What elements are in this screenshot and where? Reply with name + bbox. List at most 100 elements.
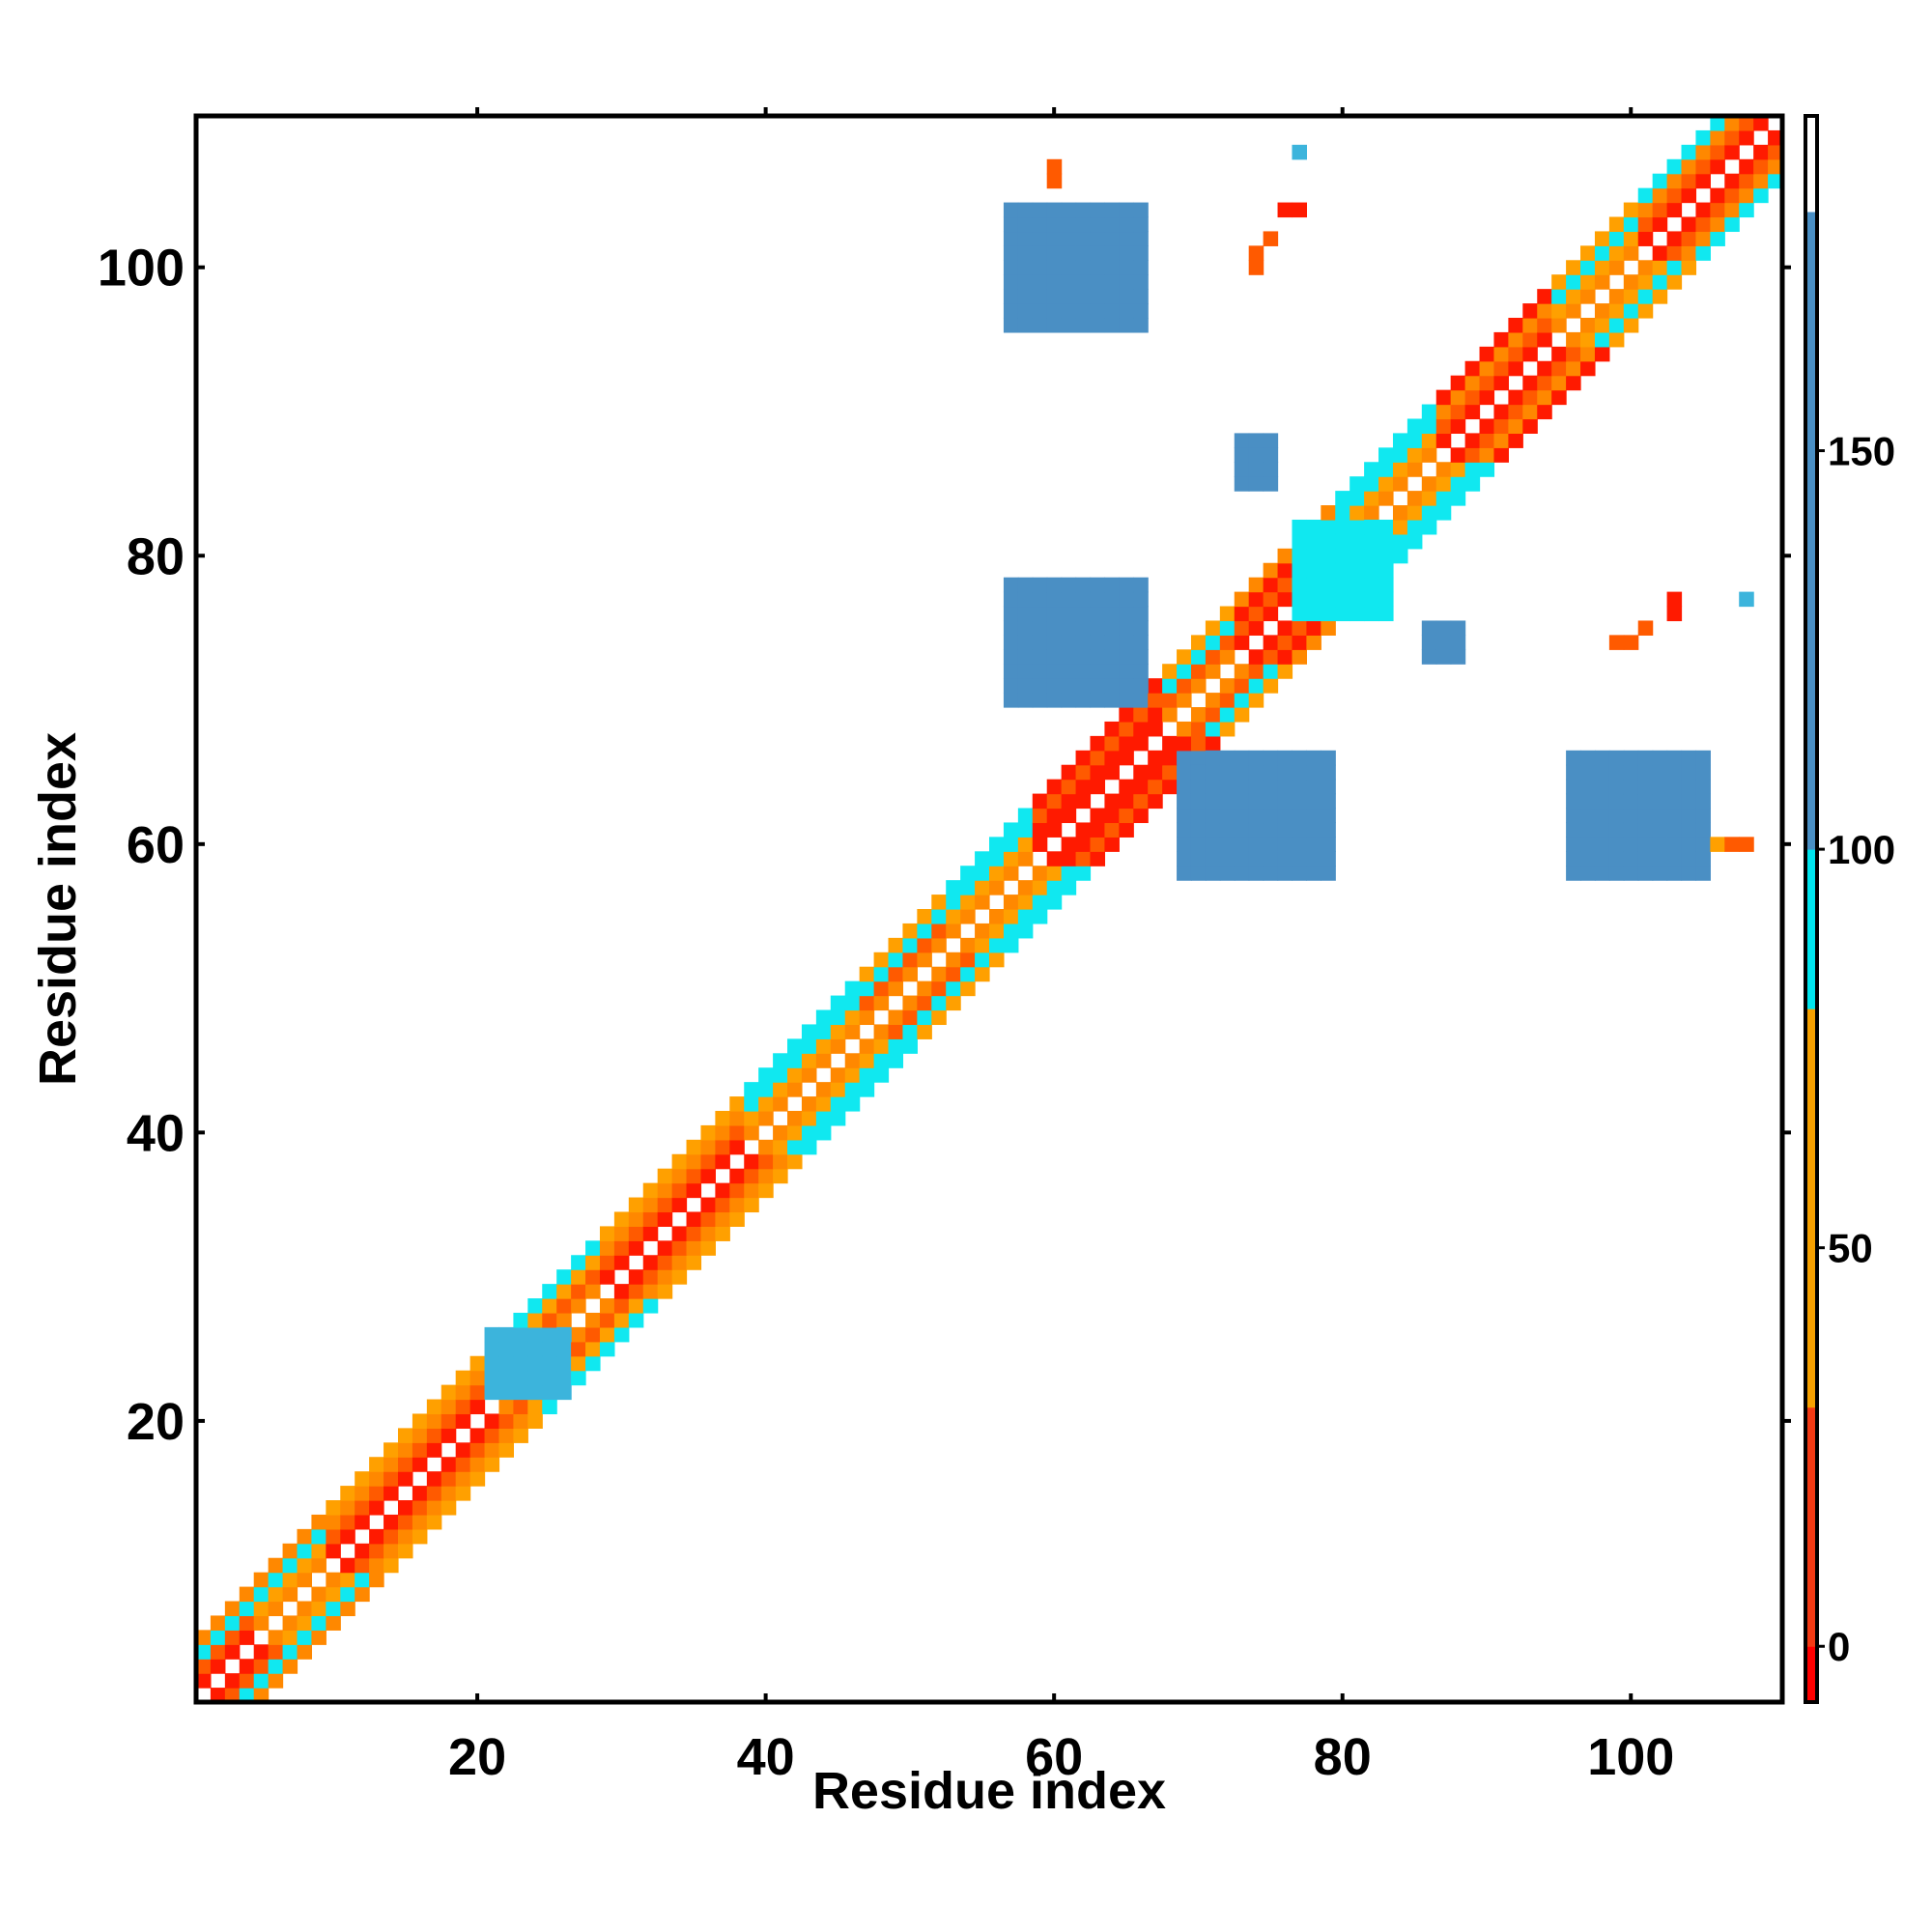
- heatmap-cell: [1350, 533, 1365, 550]
- heatmap-cell: [917, 937, 932, 953]
- colorbar-segment: [1805, 212, 1817, 850]
- heatmap-cell: [815, 1124, 832, 1141]
- heatmap-cell: [1104, 274, 1120, 290]
- heatmap-cell: [1090, 216, 1106, 233]
- heatmap-cell: [1306, 577, 1321, 593]
- heatmap-cell: [340, 1557, 355, 1574]
- heatmap-cell: [224, 1601, 241, 1617]
- heatmap-cell: [1421, 433, 1437, 448]
- heatmap-cell: [1479, 462, 1495, 477]
- heatmap-cell: [1104, 649, 1120, 665]
- heatmap-cell: [1177, 779, 1192, 795]
- heatmap-cell: [1075, 245, 1092, 261]
- heatmap-cell: [253, 1644, 270, 1660]
- y-axis-title: Residue index: [29, 732, 87, 1086]
- heatmap-cell: [844, 1096, 861, 1112]
- heatmap-cell: [355, 1543, 370, 1559]
- heatmap-cell: [960, 909, 976, 924]
- heatmap-cell: [340, 1601, 355, 1617]
- heatmap-cell: [1133, 693, 1149, 708]
- heatmap-cell: [1580, 274, 1596, 290]
- heatmap-cell: [1364, 519, 1379, 535]
- heatmap-cell: [1710, 231, 1725, 246]
- heatmap-cell: [1566, 346, 1581, 362]
- heatmap-cell: [1075, 837, 1092, 852]
- heatmap-cell: [700, 1197, 716, 1213]
- heatmap-cell: [1623, 851, 1639, 867]
- heatmap-cell: [1594, 808, 1610, 824]
- heatmap-cell: [297, 1630, 313, 1645]
- heatmap-cell: [1695, 245, 1711, 261]
- heatmap-cell: [1219, 635, 1236, 650]
- heatmap-cell: [1681, 187, 1697, 204]
- heatmap-cell: [196, 1644, 212, 1660]
- heatmap-cell: [830, 1009, 846, 1026]
- heatmap-cell: [931, 923, 947, 939]
- heatmap-cell: [1277, 779, 1293, 795]
- heatmap-cell: [1017, 202, 1034, 218]
- heatmap-cell: [1205, 808, 1221, 824]
- heatmap-cell: [1162, 779, 1178, 795]
- heatmap-cell: [1666, 750, 1683, 766]
- heatmap-cell: [1306, 837, 1321, 852]
- heatmap-cell: [1637, 866, 1654, 881]
- heatmap-cell: [844, 1082, 861, 1097]
- heatmap-cell: [1090, 577, 1106, 593]
- heatmap-cell: [355, 1471, 370, 1487]
- heatmap-cell: [1046, 216, 1063, 233]
- heatmap-cell: [585, 1269, 601, 1285]
- heatmap-cell: [1292, 606, 1307, 622]
- heatmap-cell: [1537, 404, 1552, 420]
- heatmap-cell: [1608, 317, 1625, 333]
- heatmap-cell: [585, 1312, 601, 1328]
- heatmap-cell: [744, 1124, 759, 1141]
- heatmap-cell: [1003, 606, 1019, 622]
- heatmap-cell: [469, 1457, 486, 1472]
- heatmap-cell: [1566, 750, 1581, 766]
- heatmap-cell: [1003, 693, 1019, 708]
- heatmap-cell: [1580, 750, 1596, 766]
- heatmap-cell: [1551, 360, 1567, 377]
- heatmap-cell: [1637, 837, 1654, 852]
- heatmap-cell: [498, 1384, 514, 1401]
- heatmap-cell: [1594, 779, 1610, 795]
- heatmap-cell: [1263, 649, 1279, 665]
- heatmap-cell: [1003, 231, 1019, 246]
- heatmap-cell: [1046, 606, 1063, 622]
- heatmap-cell: [917, 980, 932, 997]
- heatmap-cell: [859, 1009, 875, 1026]
- heatmap-cell: [484, 1413, 500, 1429]
- heatmap-cell: [1464, 433, 1481, 448]
- heatmap-cell: [1075, 779, 1092, 795]
- heatmap-cell: [613, 1284, 630, 1299]
- heatmap-cell: [1508, 317, 1523, 333]
- heatmap-cell: [1263, 231, 1279, 246]
- heatmap-cell: [729, 1168, 745, 1184]
- heatmap-cell: [830, 995, 846, 1011]
- heatmap-cell: [1479, 375, 1495, 391]
- heatmap-cell: [931, 1009, 947, 1026]
- heatmap-cell: [1724, 116, 1740, 131]
- heatmap-cell: [1623, 635, 1639, 650]
- heatmap-cell: [686, 1211, 702, 1227]
- heatmap-cell: [210, 1644, 226, 1660]
- heatmap-cell: [542, 1370, 557, 1386]
- heatmap-cell: [729, 1182, 745, 1199]
- heatmap-cell: [542, 1341, 557, 1357]
- heatmap-cell: [1710, 158, 1725, 175]
- heatmap-cell: [1364, 606, 1379, 622]
- heatmap-cell: [455, 1442, 471, 1458]
- heatmap-cell: [1090, 851, 1106, 867]
- heatmap-cell: [1292, 851, 1307, 867]
- heatmap-cell: [1090, 274, 1106, 290]
- heatmap-cell: [1350, 519, 1365, 535]
- heatmap-cell: [1104, 837, 1120, 852]
- heatmap-cell: [1580, 851, 1596, 867]
- heatmap-cell: [1205, 866, 1221, 881]
- heatmap-cell: [1133, 764, 1149, 781]
- heatmap-cell: [1551, 289, 1567, 304]
- heatmap-cell: [513, 1355, 528, 1372]
- heatmap-cell: [1075, 822, 1092, 838]
- heatmap-cell: [542, 1326, 557, 1343]
- heatmap-cell: [1652, 851, 1668, 867]
